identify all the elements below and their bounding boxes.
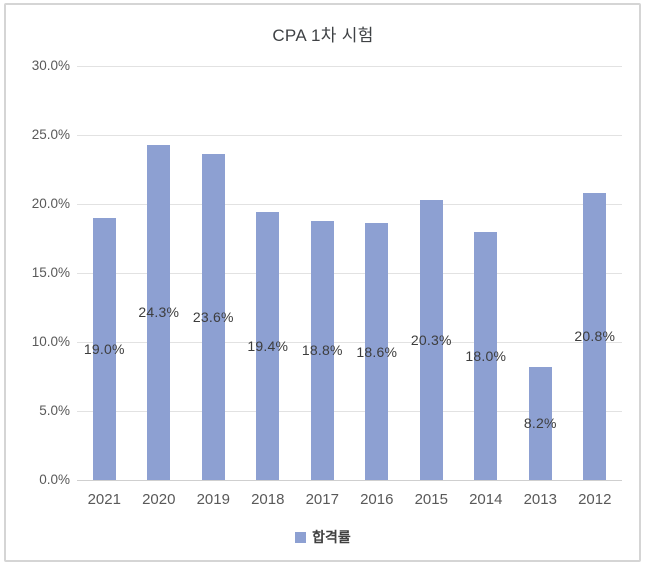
bar-value-label: 18.6% [356, 343, 398, 360]
x-axis-tick-label: 2013 [523, 491, 557, 508]
gridline [77, 411, 622, 412]
gridline [77, 66, 622, 67]
x-axis-tick-label: 2021 [87, 491, 121, 508]
y-axis-tick-label: 30.0% [31, 58, 70, 73]
bar [310, 220, 334, 480]
gridline [77, 273, 622, 274]
y-axis-tick-label: 5.0% [39, 403, 70, 418]
bar [256, 212, 280, 480]
plot-area: 19.0% 24.3% 23.6% 19.4% 18.8% 18.6% 20.3% 18.0%… [77, 66, 622, 481]
gridline [77, 342, 622, 343]
bar [419, 199, 443, 480]
bar [474, 231, 498, 480]
bar [147, 144, 171, 480]
bar-value-label: 23.6% [192, 309, 234, 326]
y-axis-tick-label: 25.0% [31, 127, 70, 142]
legend-swatch-icon [295, 531, 307, 543]
bar-value-label: 8.2% [523, 415, 557, 432]
x-axis-tick-label: 2018 [251, 491, 285, 508]
bar [365, 223, 389, 480]
x-axis-tick-label: 2020 [142, 491, 176, 508]
x-axis-tick-label: 2014 [469, 491, 503, 508]
bar-value-label: 24.3% [138, 304, 180, 321]
legend: 합격률 [0, 527, 646, 547]
chart-title: CPA 1차 시험 [272, 26, 374, 45]
x-axis-tick-label: 2012 [578, 491, 612, 508]
x-axis-tick-label: 2017 [305, 491, 339, 508]
gridline [77, 135, 622, 136]
bar [201, 154, 225, 480]
y-axis-tick-label: 15.0% [31, 265, 70, 280]
bar [528, 366, 552, 480]
bar-value-label: 18.8% [301, 342, 343, 359]
y-axis-tick-label: 0.0% [39, 472, 70, 487]
bar-value-label: 19.4% [247, 338, 289, 355]
y-axis-tick-label: 20.0% [31, 196, 70, 211]
bar-value-label: 18.0% [465, 347, 507, 364]
bar-value-label: 20.8% [574, 328, 616, 345]
bar [583, 192, 607, 480]
bar-value-label: 20.3% [410, 331, 452, 348]
legend-label: 합격률 [312, 529, 351, 545]
x-axis-tick-label: 2019 [196, 491, 230, 508]
y-axis-tick-label: 10.0% [31, 334, 70, 349]
bar [92, 217, 116, 480]
gridline [77, 204, 622, 205]
bar-value-label: 19.0% [83, 340, 125, 357]
x-axis-tick-label: 2015 [414, 491, 448, 508]
x-axis-tick-label: 2016 [360, 491, 394, 508]
